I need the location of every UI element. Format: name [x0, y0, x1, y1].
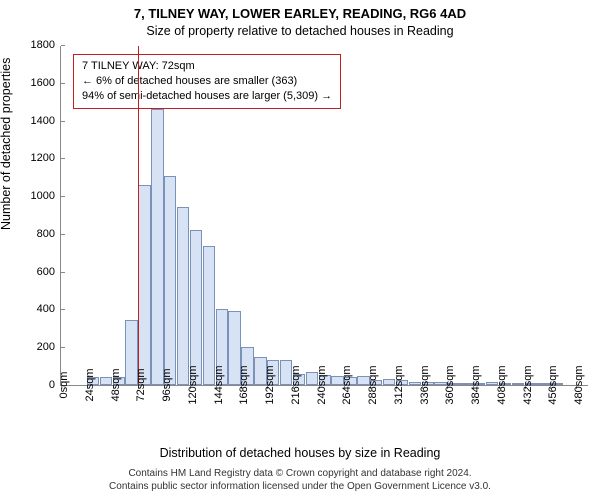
x-tick-label: 120sqm: [181, 365, 199, 404]
x-tick-label: 456sqm: [541, 365, 559, 404]
y-axis-label: Number of detached properties: [0, 58, 13, 230]
x-tick-label: 336sqm: [413, 365, 431, 404]
y-tick-label: 1000: [31, 190, 61, 202]
annotation-line-3: 94% of semi-detached houses are larger (…: [82, 89, 332, 104]
x-tick-label: 48sqm: [104, 368, 122, 401]
x-tick-label: 192sqm: [258, 365, 276, 404]
footer-line-1: Contains HM Land Registry data © Crown c…: [0, 468, 600, 481]
x-tick-label: 96sqm: [155, 368, 173, 401]
y-tick-label: 600: [37, 266, 61, 278]
x-tick-label: 288sqm: [361, 365, 379, 404]
plot-area: 7 TILNEY WAY: 72sqm ← 6% of detached hou…: [60, 46, 588, 386]
x-tick-label: 24sqm: [78, 368, 96, 401]
x-tick-label: 72sqm: [129, 368, 147, 401]
y-tick-label: 1200: [31, 152, 61, 164]
x-tick-label: 408sqm: [490, 365, 508, 404]
chart-container: 7, TILNEY WAY, LOWER EARLEY, READING, RG…: [0, 0, 600, 500]
footer-line-2: Contains public sector information licen…: [0, 481, 600, 494]
histogram-bar: [138, 185, 150, 385]
x-axis-label: Distribution of detached houses by size …: [0, 446, 600, 460]
histogram-bar: [164, 176, 176, 385]
annotation-box: 7 TILNEY WAY: 72sqm ← 6% of detached hou…: [73, 54, 341, 109]
chart-title-sub: Size of property relative to detached ho…: [0, 24, 600, 38]
y-tick-label: 1400: [31, 115, 61, 127]
x-tick-label: 0sqm: [52, 372, 70, 399]
property-marker-line: [138, 46, 139, 385]
x-tick-label: 264sqm: [335, 365, 353, 404]
x-tick-label: 240sqm: [310, 365, 328, 404]
x-tick-label: 384sqm: [464, 365, 482, 404]
y-tick-label: 800: [37, 228, 61, 240]
x-tick-label: 432sqm: [516, 365, 534, 404]
annotation-line-1: 7 TILNEY WAY: 72sqm: [82, 59, 332, 74]
x-tick-label: 360sqm: [438, 365, 456, 404]
y-tick-label: 1800: [31, 39, 61, 51]
histogram-bar: [177, 207, 189, 385]
y-tick-label: 200: [37, 341, 61, 353]
x-tick-label: 168sqm: [232, 365, 250, 404]
y-tick-label: 1600: [31, 77, 61, 89]
chart-title-main: 7, TILNEY WAY, LOWER EARLEY, READING, RG…: [0, 6, 600, 21]
x-tick-label: 312sqm: [387, 365, 405, 404]
histogram-bar: [203, 246, 215, 385]
histogram-bar: [151, 109, 163, 385]
x-tick-label: 480sqm: [567, 365, 585, 404]
footer-attribution: Contains HM Land Registry data © Crown c…: [0, 468, 600, 493]
annotation-line-2: ← 6% of detached houses are smaller (363…: [82, 74, 332, 89]
x-tick-label: 144sqm: [207, 365, 225, 404]
x-tick-label: 216sqm: [284, 365, 302, 404]
histogram-bar: [190, 230, 202, 385]
y-tick-label: 400: [37, 303, 61, 315]
